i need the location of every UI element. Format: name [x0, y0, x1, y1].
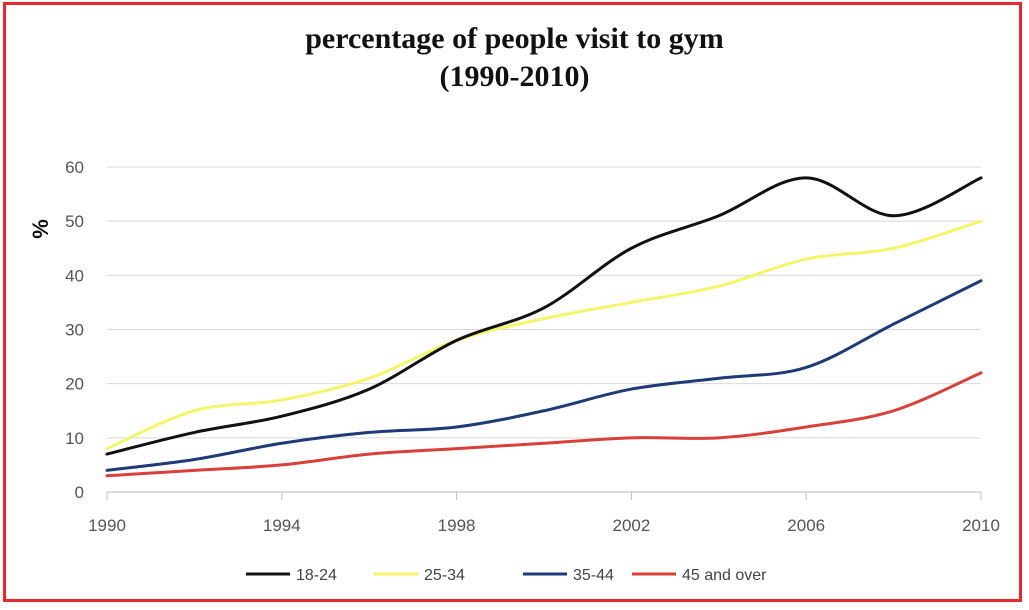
- legend-label: 25-34: [424, 567, 465, 584]
- y-tick-label: 50: [65, 212, 84, 231]
- x-tick-label: 2002: [612, 516, 650, 535]
- x-tick-label: 2006: [787, 516, 825, 535]
- series-line-35-44: [105, 279, 983, 472]
- x-tick-label: 1994: [263, 516, 301, 535]
- y-tick-label: 10: [65, 429, 84, 448]
- x-tick-label: 1998: [438, 516, 476, 535]
- y-tick-label: 0: [75, 483, 84, 502]
- series-line-45-and-over: [105, 371, 983, 478]
- chart-frame: [3, 2, 1022, 602]
- y-axis-label: %: [28, 219, 53, 239]
- legend-label: 45 and over: [682, 567, 767, 584]
- legend-label: 18-24: [296, 567, 337, 584]
- chart-subtitle: (1990-2010): [439, 60, 590, 93]
- y-tick-label: 20: [65, 375, 84, 394]
- y-tick-label: 40: [65, 266, 84, 285]
- series-line-18-24: [105, 176, 983, 456]
- y-tick-label: 30: [65, 321, 84, 340]
- chart-title: percentage of people visit to gym: [305, 22, 724, 55]
- legend-label: 35-44: [573, 567, 614, 584]
- y-tick-label: 60: [65, 158, 84, 177]
- x-tick-label: 2010: [962, 516, 1000, 535]
- x-tick-label: 1990: [88, 516, 126, 535]
- series-line-25-34: [105, 219, 983, 451]
